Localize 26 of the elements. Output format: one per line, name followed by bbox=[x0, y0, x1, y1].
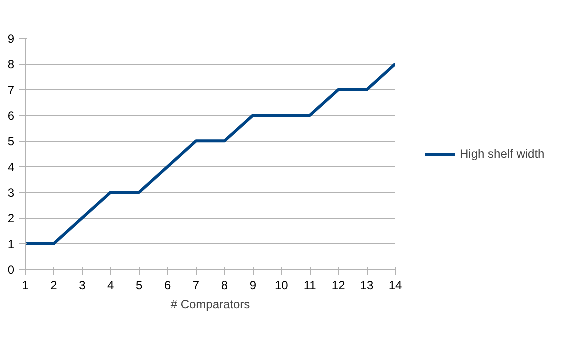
x-tick-label: 5 bbox=[136, 278, 144, 292]
x-tick-label: 14 bbox=[388, 278, 402, 292]
x-tick-label: 1 bbox=[22, 278, 30, 292]
x-tick-label: 7 bbox=[192, 278, 200, 292]
x-tick-label: 6 bbox=[164, 278, 172, 292]
x-tick-label: 2 bbox=[50, 278, 58, 292]
y-tick-label: 0 bbox=[8, 263, 15, 277]
y-tick-label: 2 bbox=[8, 212, 15, 226]
x-tick-label: 11 bbox=[304, 278, 317, 292]
y-tick-label: 3 bbox=[8, 186, 15, 200]
y-tick-label: 5 bbox=[8, 134, 15, 149]
y-tick-label: 1 bbox=[8, 237, 15, 252]
y-tick-label: 9 bbox=[8, 32, 15, 46]
x-tick-label: 3 bbox=[79, 278, 86, 292]
x-tick-label: 13 bbox=[360, 278, 374, 292]
x-tick-label: 9 bbox=[250, 278, 257, 292]
y-tick-label: 8 bbox=[8, 58, 15, 72]
y-tick-label: 7 bbox=[8, 83, 15, 98]
y-tick-label: 4 bbox=[8, 160, 15, 174]
x-tick-label: 8 bbox=[221, 278, 228, 292]
x-tick-label: 10 bbox=[274, 278, 289, 292]
x-axis-title: # Comparators bbox=[170, 298, 250, 312]
legend-label: High shelf width bbox=[460, 146, 545, 160]
x-tick-label: 4 bbox=[108, 278, 115, 292]
y-tick-label: 6 bbox=[8, 109, 15, 123]
x-tick-label: 12 bbox=[332, 278, 346, 292]
